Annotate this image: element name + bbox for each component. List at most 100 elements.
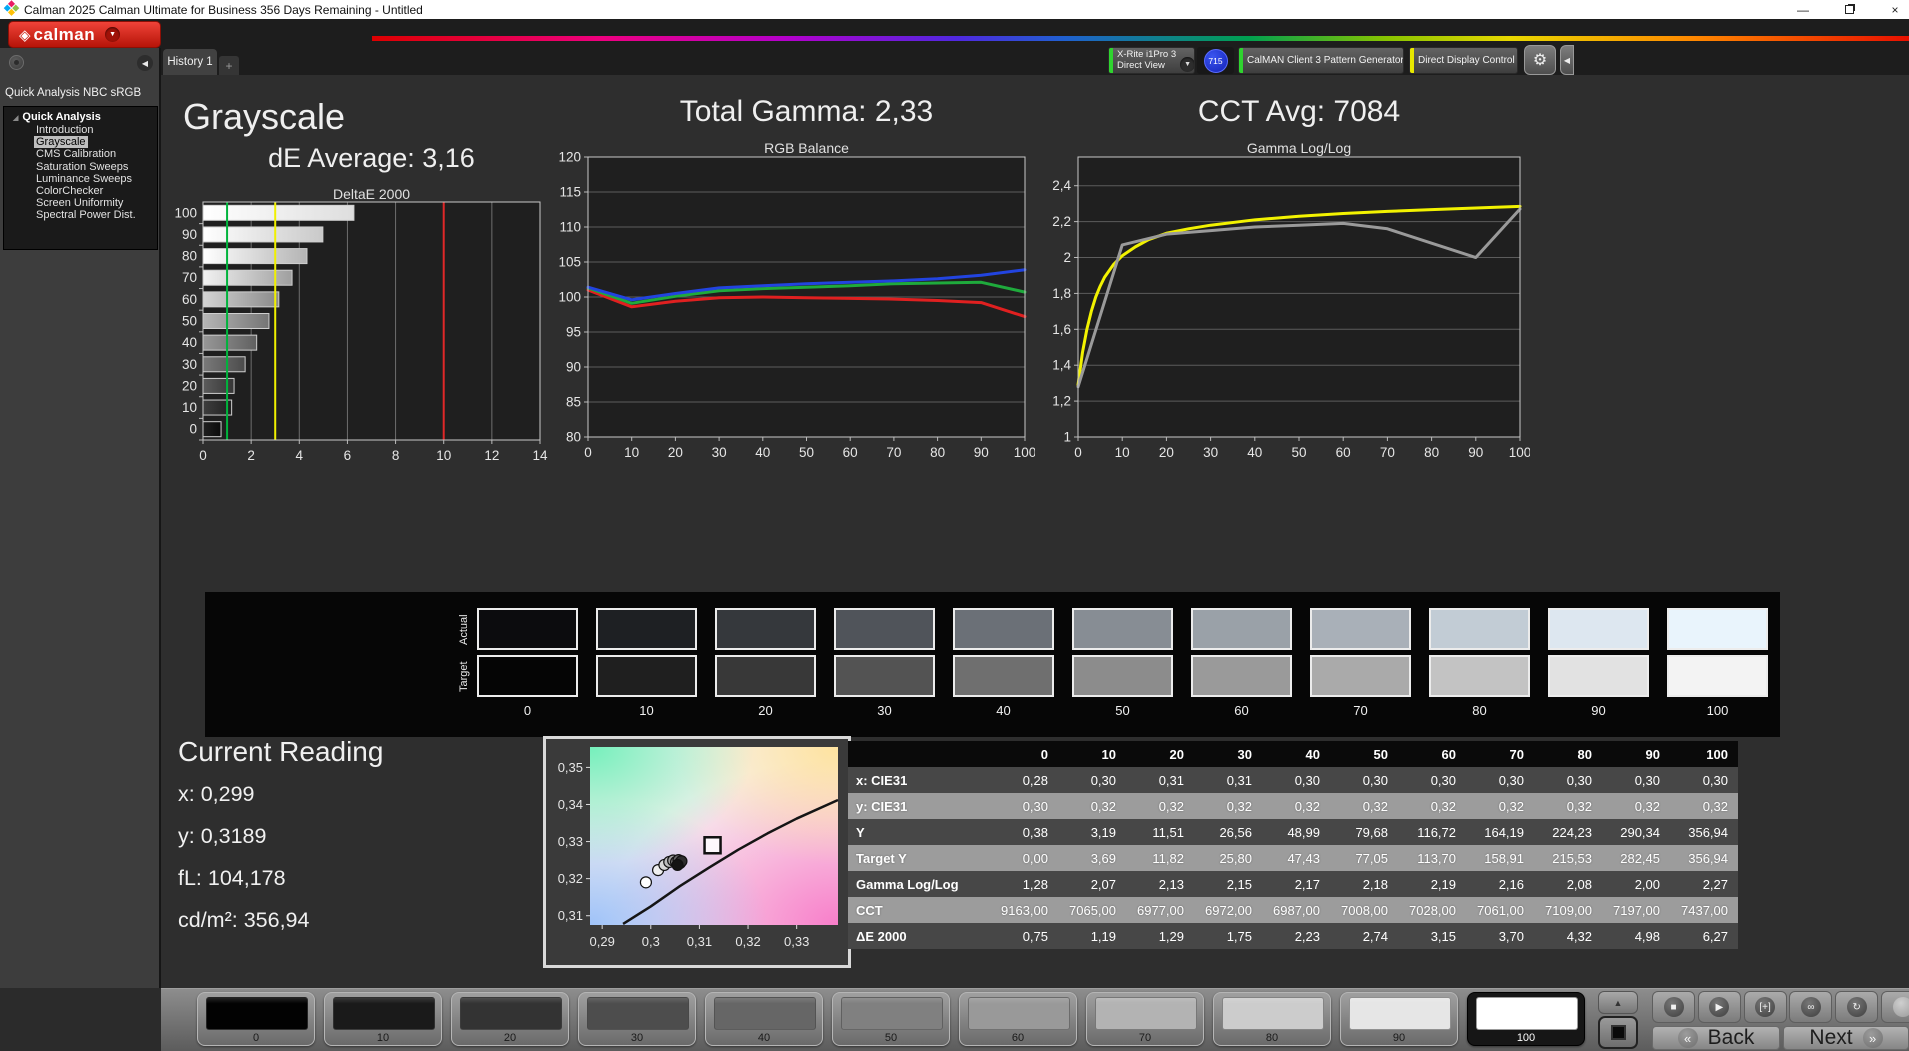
pattern-button-90[interactable]: 90	[1340, 992, 1458, 1046]
svg-text:70: 70	[182, 270, 197, 285]
pattern-button-80[interactable]: 80	[1213, 992, 1331, 1046]
pattern-label: 0	[198, 1032, 314, 1044]
svg-text:30: 30	[1203, 445, 1218, 460]
sidebar-item-screen-uniformity[interactable]: Screen Uniformity	[4, 197, 157, 209]
workflow-radio-button[interactable]	[9, 55, 24, 70]
pattern-button-60[interactable]: 60	[959, 992, 1077, 1046]
pattern-swatch	[333, 997, 435, 1030]
table-cell: 1,29	[1126, 923, 1194, 949]
svg-text:0: 0	[189, 422, 197, 437]
swatch-level-label: 10	[596, 703, 697, 718]
stop-button[interactable]: ■	[1652, 991, 1695, 1023]
svg-text:0,33: 0,33	[784, 934, 809, 949]
table-cell: 7065,00	[1058, 897, 1126, 923]
continuous-read-button[interactable]: ∞	[1789, 991, 1832, 1023]
table-cell: 2,07	[1058, 871, 1126, 897]
table-cell: 0,30	[1466, 767, 1534, 793]
sidebar-item-introduction[interactable]: Introduction	[4, 124, 157, 136]
table-cell: 356,94	[1670, 819, 1738, 845]
table-cell: 3,69	[1058, 845, 1126, 871]
grayscale-swatch-strip: ActualTarget0102030405060708090100	[205, 592, 1780, 737]
actual-swatch-50	[1072, 608, 1173, 650]
table-cell: 2,08	[1534, 871, 1602, 897]
table-cell: 7437,00	[1670, 897, 1738, 923]
svg-text:1: 1	[1063, 430, 1071, 445]
sidebar-item-colorchecker[interactable]: ColorChecker	[4, 185, 157, 197]
svg-text:2: 2	[247, 448, 255, 463]
settings-button[interactable]: ⚙	[1524, 45, 1556, 75]
svg-text:115: 115	[559, 185, 581, 200]
table-cell: 0,32	[1126, 793, 1194, 819]
meter-reading-badge: 715	[1197, 47, 1234, 74]
pattern-label: 20	[452, 1032, 568, 1044]
pattern-generator-dropdown[interactable]: CalMAN Client 3 Pattern Generator ▼	[1238, 47, 1404, 74]
chevron-down-icon: ▼	[1180, 57, 1195, 72]
svg-text:100: 100	[558, 290, 581, 305]
pattern-button-30[interactable]: 30	[578, 992, 696, 1046]
svg-text:80: 80	[182, 249, 197, 264]
table-cell: 9163,00	[990, 897, 1058, 923]
refresh-button[interactable]: ↻	[1835, 991, 1878, 1023]
table-cell: 25,80	[1194, 845, 1262, 871]
pattern-window-button[interactable]	[1598, 1016, 1638, 1049]
pattern-label: 40	[706, 1032, 822, 1044]
workflow-title: Quick Analysis NBC sRGB	[5, 87, 141, 99]
de-average-readout: dE Average: 3,16	[203, 143, 540, 174]
back-button[interactable]: « Back	[1652, 1026, 1780, 1050]
table-cell: 6,27	[1670, 923, 1738, 949]
pattern-button-100[interactable]: 100	[1467, 992, 1585, 1046]
table-cell: 116,72	[1398, 819, 1466, 845]
extra-round-button[interactable]	[1881, 991, 1909, 1023]
table-cell: 7061,00	[1466, 897, 1534, 923]
pattern-up-button[interactable]: ▲	[1598, 991, 1638, 1014]
meter-device-dropdown[interactable]: X-Rite i1Pro 3 Direct View ▼	[1108, 47, 1195, 74]
pattern-swatch	[968, 997, 1070, 1030]
pattern-button-50[interactable]: 50	[832, 992, 950, 1046]
calman-menu-button[interactable]: ◈ calman ▼	[8, 21, 161, 48]
tree-root-quick-analysis[interactable]: ◢Quick Analysis	[4, 111, 157, 124]
restore-button[interactable]	[1841, 3, 1857, 17]
pattern-label: 30	[579, 1032, 695, 1044]
sidebar-item-grayscale[interactable]: Grayscale	[4, 136, 157, 148]
pattern-button-70[interactable]: 70	[1086, 992, 1204, 1046]
deltae-2000-chart: 100908070605040302010002468101214	[170, 196, 575, 466]
svg-text:70: 70	[886, 445, 901, 460]
display-control-dropdown[interactable]: Direct Display Control ▼	[1409, 47, 1518, 74]
pattern-button-10[interactable]: 10	[324, 992, 442, 1046]
pattern-button-40[interactable]: 40	[705, 992, 823, 1046]
table-cell: 11,51	[1126, 819, 1194, 845]
table-cell: 0,30	[990, 793, 1058, 819]
pattern-button-0[interactable]: 0	[197, 992, 315, 1046]
frame-advance-button[interactable]: [+]	[1744, 991, 1787, 1023]
target-swatch-40	[953, 655, 1054, 697]
table-cell: 0,32	[1466, 793, 1534, 819]
svg-text:85: 85	[566, 395, 581, 410]
sidebar-item-cms-calibration[interactable]: CMS Calibration	[4, 148, 157, 160]
swatch-level-label: 90	[1548, 703, 1649, 718]
tab-history-1[interactable]: History 1	[163, 49, 217, 75]
pattern-label: 80	[1214, 1032, 1330, 1044]
svg-text:0: 0	[199, 448, 207, 463]
pattern-button-20[interactable]: 20	[451, 992, 569, 1046]
table-row--e-2000: ΔE 20000,751,191,291,752,232,743,153,704…	[848, 923, 1738, 949]
table-cell: 6972,00	[1194, 897, 1262, 923]
play-button[interactable]: ▶	[1698, 991, 1741, 1023]
table-cell: 0,30	[1058, 767, 1126, 793]
sidebar-item-luminance-sweeps[interactable]: Luminance Sweeps	[4, 173, 157, 185]
close-button[interactable]: ×	[1887, 3, 1903, 17]
add-tab-button[interactable]: +	[219, 56, 239, 75]
current-reading-y: y: 0,3189	[178, 824, 266, 849]
table-cell: 7028,00	[1398, 897, 1466, 923]
next-button[interactable]: Next »	[1783, 1026, 1909, 1050]
collapse-toolbar-button[interactable]: ◀	[1560, 45, 1574, 75]
target-swatch-100	[1667, 655, 1768, 697]
window-titlebar: Calman 2025 Calman Ultimate for Business…	[0, 0, 1909, 19]
pattern-swatch	[1222, 997, 1324, 1030]
swatch-level-label: 50	[1072, 703, 1173, 718]
sidebar-item-saturation-sweeps[interactable]: Saturation Sweeps	[4, 161, 157, 173]
svg-text:30: 30	[182, 357, 197, 372]
sidebar-item-spectral-power-dist-[interactable]: Spectral Power Dist.	[4, 209, 157, 221]
sidebar-collapse-button[interactable]: ◀	[137, 55, 153, 71]
svg-text:0,32: 0,32	[558, 871, 583, 886]
minimize-button[interactable]: —	[1795, 3, 1811, 17]
